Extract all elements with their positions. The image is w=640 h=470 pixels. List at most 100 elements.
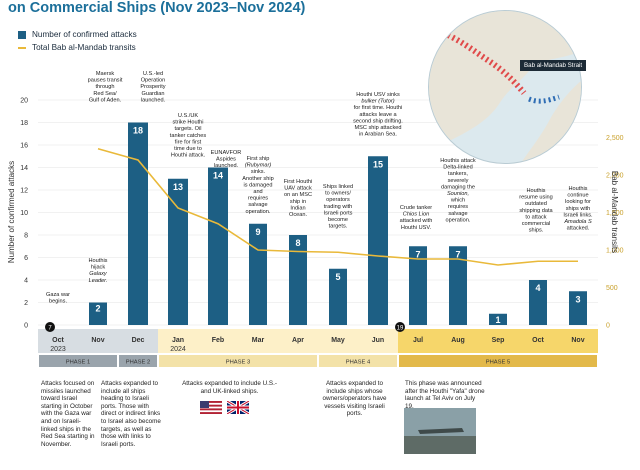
map-inset xyxy=(428,10,582,164)
y2-axis-label: Bab al-Mandab transits xyxy=(610,171,619,253)
annotation-line: and xyxy=(253,189,262,195)
annotation-line: through xyxy=(96,84,115,90)
annotation-line: requires xyxy=(448,204,468,210)
y2-tick-label: 500 xyxy=(606,285,618,292)
annotation-line: requires xyxy=(248,196,268,202)
annotation-line: bulker (Tutor) xyxy=(361,99,394,105)
category-band xyxy=(318,329,398,353)
category-band xyxy=(118,329,158,353)
annotation-line: resume using xyxy=(519,195,553,201)
bar xyxy=(329,268,347,325)
annotation-line: sinks. xyxy=(251,169,266,175)
annotation-line: Houthi USV. xyxy=(401,225,432,231)
phase-1-note: Attacks focused on missiles launched tow… xyxy=(41,380,95,448)
milestone-marker-label: 19 xyxy=(397,326,404,332)
annotation-line: become xyxy=(328,217,348,223)
annotation-line: trading with xyxy=(324,204,353,210)
annotation-line: salvage xyxy=(448,211,467,217)
phase-3-note: Attacks expanded to include U.S.- and UK… xyxy=(182,380,277,395)
y-tick-label: 12 xyxy=(20,188,28,195)
annotation-line: targets. Oil xyxy=(174,126,201,132)
bar-value-label: 18 xyxy=(133,126,143,136)
bar-value-label: 5 xyxy=(335,272,340,282)
x-tick-label: Apr xyxy=(292,337,304,344)
annotation-line: looking for xyxy=(565,199,591,205)
transit-line xyxy=(97,147,578,266)
y-tick-label: 20 xyxy=(20,98,28,105)
annotation-line: for first time. Houthi xyxy=(354,105,403,111)
annotation-line: tanker catches xyxy=(170,133,207,139)
y-tick-label: 14 xyxy=(20,165,28,172)
bar xyxy=(529,280,547,325)
annotation-line: commercial xyxy=(522,221,551,227)
bar-value-label: 7 xyxy=(455,249,460,259)
annotation-line: operation. xyxy=(246,209,271,215)
phase-4-note: Attacks expanded to include ships whose … xyxy=(322,380,387,418)
bar xyxy=(249,223,267,325)
y2-tick-label: 2,500 xyxy=(606,135,624,142)
bar xyxy=(289,235,307,325)
category-band xyxy=(38,329,118,353)
y-tick-label: 16 xyxy=(20,143,28,150)
bar xyxy=(368,156,388,325)
bar-swatch xyxy=(18,30,26,39)
annotation-line: Houthis attack xyxy=(440,158,476,164)
x-tick-label: Jul xyxy=(413,337,423,344)
annotation-line: Houthi USV sinks xyxy=(356,92,400,98)
phase-2-note: Attacks expanded to include all ships he… xyxy=(101,380,161,448)
x-tick-label: Nov xyxy=(571,337,584,344)
annotation-line: strike Houthi xyxy=(172,120,203,126)
y2-tick-label: 1,000 xyxy=(606,248,624,255)
annotation-line: Red Sea/ xyxy=(93,91,117,97)
legend-line-label: Total Bab al-Mandab transits xyxy=(32,43,136,52)
annotation-line: attacked. xyxy=(567,226,590,232)
annotation-line: UAV attack xyxy=(284,186,312,192)
annotation-line: Leader. xyxy=(89,278,108,284)
category-band xyxy=(398,329,598,353)
annotation-line: Houthis xyxy=(569,186,588,192)
bar-value-label: 3 xyxy=(575,294,580,304)
y-tick-label: 18 xyxy=(20,120,28,127)
annotation-line: is damaged xyxy=(244,182,273,188)
bar xyxy=(569,291,587,325)
annotation-line: Ocean. xyxy=(289,212,307,218)
phase-band xyxy=(159,355,317,367)
bar xyxy=(449,246,467,325)
bar xyxy=(208,167,228,325)
bar-value-label: 14 xyxy=(213,171,223,181)
annotation-line: damaging the xyxy=(441,184,475,190)
annotation-line: begins. xyxy=(49,299,67,305)
x-tick-label: Mar xyxy=(252,337,265,344)
x-tick-label: Dec xyxy=(132,337,145,344)
x-tick-label: Nov xyxy=(91,337,104,344)
phase-band xyxy=(119,355,157,367)
annotation-line: Prosperity xyxy=(140,84,165,90)
bar xyxy=(89,302,107,325)
annotation-line: MSC ship attacked xyxy=(355,125,402,131)
annotation-line: U.S./UK xyxy=(178,113,198,119)
phase-label: PHASE 3 xyxy=(226,360,251,366)
annotation-line: which xyxy=(450,198,465,204)
phase-label: PHASE 4 xyxy=(346,360,371,366)
annotation-line: outdated xyxy=(525,201,547,207)
annotation-line: Gulf of Aden. xyxy=(89,97,122,103)
year-label: 2024 xyxy=(170,346,186,353)
annotation-line: Guardian xyxy=(141,91,164,97)
annotation-line: Indian xyxy=(290,205,305,211)
chart-legend: Number of confirmed attacks Total Bab al… xyxy=(18,28,137,54)
bar-value-label: 15 xyxy=(373,159,383,169)
annotation-line: Chios Lion xyxy=(403,212,429,218)
annotation-line: ship in xyxy=(290,199,306,205)
annotation-line: Ships linked xyxy=(323,184,353,190)
bar-value-label: 7 xyxy=(415,249,420,259)
phase-label: PHASE 5 xyxy=(486,360,511,366)
x-tick-label: Sep xyxy=(492,337,505,344)
map-label: Bab al-Mandab Strait xyxy=(520,60,587,71)
annotation-line: Crude tanker xyxy=(400,205,432,211)
x-tick-label: Oct xyxy=(532,337,544,344)
bar-value-label: 13 xyxy=(173,182,183,192)
bar xyxy=(489,313,507,325)
annotation-line: Houthis xyxy=(527,188,546,194)
annotation-line: Delta-linked xyxy=(443,165,473,171)
